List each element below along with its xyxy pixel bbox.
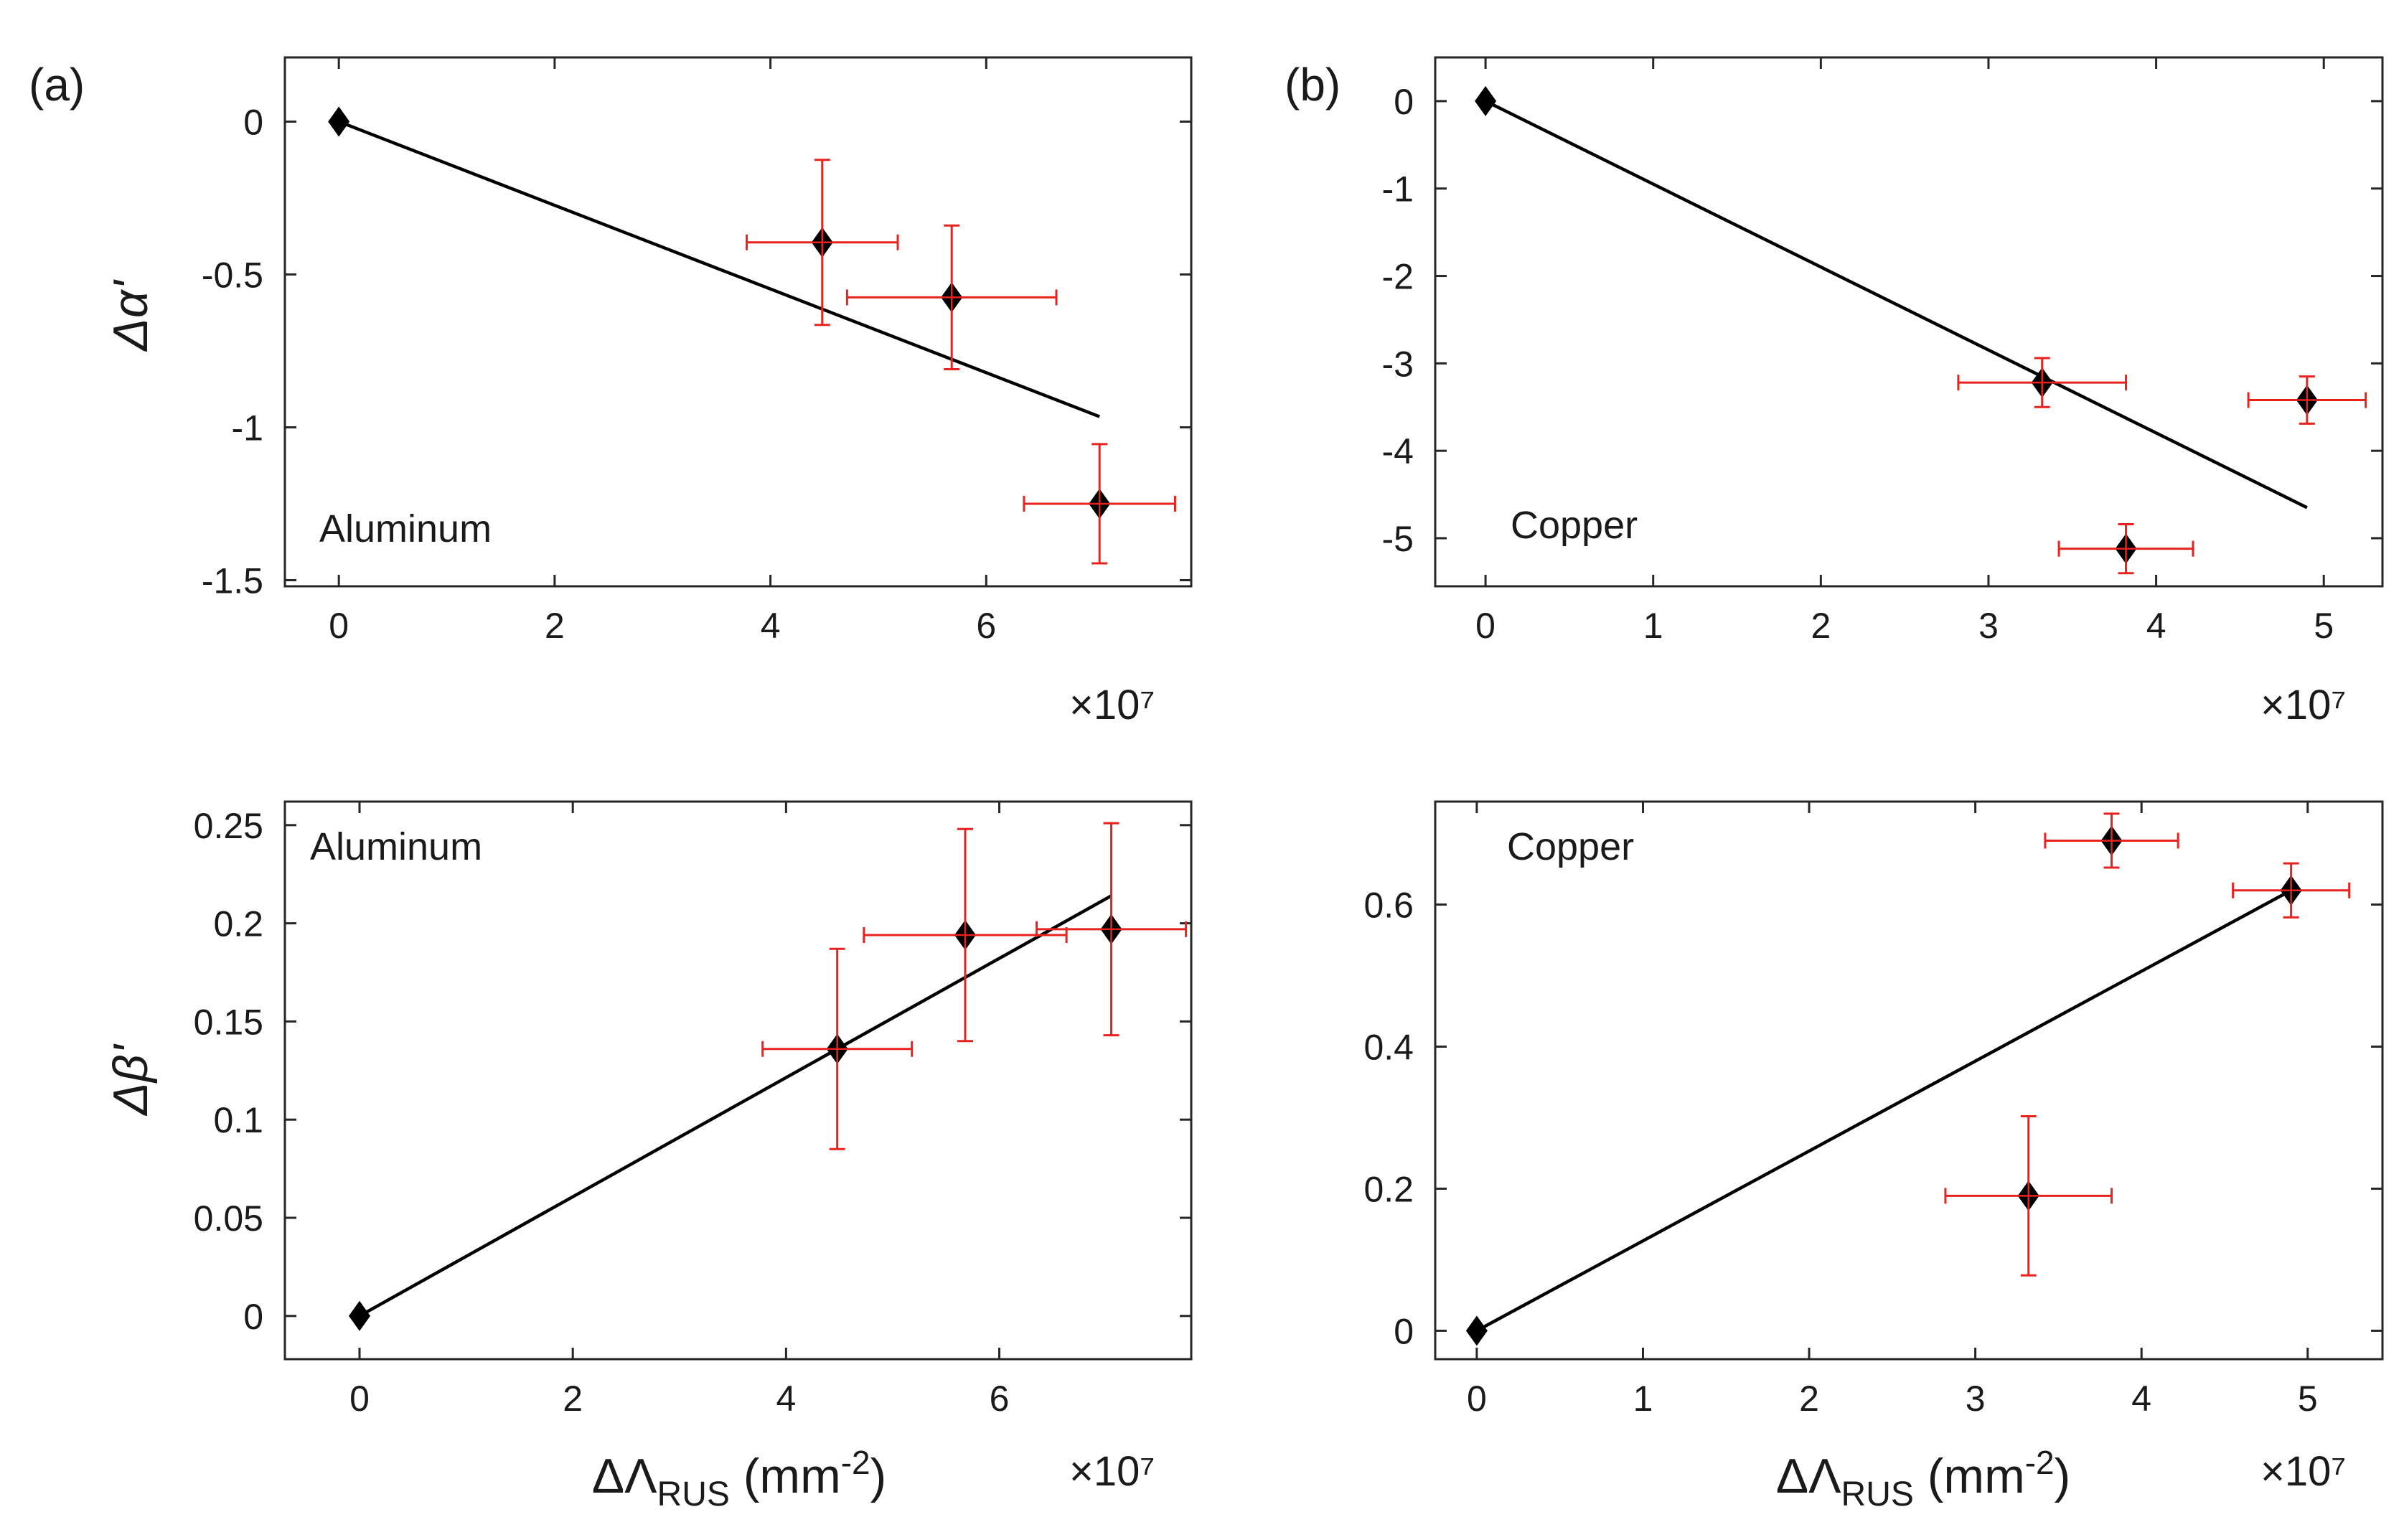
marker-layer (349, 914, 1122, 1331)
data-point-marker (1475, 85, 1497, 116)
x-axis-label-unit: (mm (730, 1449, 841, 1503)
material-label: Aluminum (319, 507, 492, 550)
axes-frame (1434, 800, 2384, 1361)
y-tick-label: -1 (232, 408, 263, 448)
x-axis-label-sub: RUS (657, 1475, 730, 1513)
y-tick-label: 0.25 (194, 806, 263, 846)
fit-line-layer (1485, 99, 2308, 510)
x-multiplier: ×10⁷ (1069, 1448, 1155, 1495)
axes-frame (283, 800, 1193, 1361)
chart-aluminum-alpha: 0 2 4 6 0 -0.5 -1 -1.5 Aluminum ×10⁷ Δα' (103, 56, 1193, 728)
y-tick-label: 0.05 (194, 1198, 263, 1239)
y-axis-label: Δβ' (103, 1043, 158, 1116)
x-tick-label: 2 (1811, 606, 1831, 646)
x-multiplier: ×10⁷ (1069, 682, 1155, 728)
fit-line-layer (358, 894, 1112, 1318)
x-axis-label-sup: -2 (2025, 1444, 2055, 1481)
y-tick-label: 0.4 (1363, 1027, 1414, 1067)
x-axis-label-end: ) (870, 1449, 887, 1503)
y-tick-label: -5 (1382, 519, 1414, 559)
y-tick-label: 0 (243, 1297, 263, 1337)
x-tick-label: 6 (990, 1379, 1010, 1419)
chart-copper-beta: 0 1 2 3 4 5 0 0.2 0.4 0.6 Copper ×10⁷ ΔΛRUS (mm-2… (1363, 800, 2384, 1513)
data-point-marker (349, 1300, 371, 1331)
x-tick-label: 2 (563, 1379, 583, 1419)
x-tick-label: 0 (1475, 606, 1496, 646)
y-tick-label: 0 (1394, 1311, 1414, 1351)
x-tick-label: 0 (349, 1379, 370, 1419)
x-tick-label: 2 (1799, 1379, 1819, 1419)
tick-layer: 0 1 2 3 4 5 0 0.2 0.4 0.6 (1363, 802, 2382, 1419)
x-axis-label-unit: (mm (1914, 1449, 2025, 1503)
axes-frame (283, 56, 1193, 588)
x-tick-label: 6 (976, 606, 996, 646)
tick-layer: 0 2 4 6 0 -0.5 -1 -1.5 (202, 57, 1191, 646)
chart-aluminum-beta: 0 2 4 6 0 0.05 0.1 0.15 0.2 0.25 Aluminum ×10⁷ Δβ… (103, 800, 1193, 1513)
x-axis-label-sub: RUS (1841, 1475, 1914, 1513)
marker-layer (328, 106, 1111, 519)
x-axis-label: ΔΛRUS (mm-2) (592, 1444, 887, 1513)
errorbar-layer (761, 822, 1188, 1150)
fit-line (358, 894, 1112, 1318)
fit-line-layer (338, 120, 1101, 418)
fit-line (1485, 99, 2308, 510)
x-multiplier: ×10⁷ (2260, 682, 2346, 728)
x-tick-label: 1 (1633, 1379, 1653, 1419)
x-tick-label: 5 (2314, 606, 2334, 646)
axes-frame (1434, 56, 2384, 588)
y-axis-label: Δα' (103, 279, 158, 352)
x-tick-label: 2 (545, 606, 565, 646)
chart-copper-alpha: 0 1 2 3 4 5 0 -1 -2 -3 -4 -5 Copper ×10⁷ (1382, 56, 2384, 728)
y-tick-label: 0.15 (194, 1002, 263, 1042)
y-tick-label: -2 (1382, 257, 1414, 297)
data-point-marker (328, 106, 350, 137)
fit-line (338, 120, 1101, 418)
y-tick-label: -1.5 (202, 560, 263, 601)
y-tick-label: -1 (1382, 169, 1414, 210)
x-tick-label: 5 (2298, 1379, 2318, 1419)
x-multiplier: ×10⁷ (2260, 1448, 2346, 1495)
x-tick-label: 0 (1467, 1379, 1487, 1419)
y-tick-label: 0.6 (1363, 886, 1414, 926)
y-tick-label: -4 (1382, 431, 1414, 471)
fit-line-layer (1475, 888, 2292, 1333)
y-tick-label: 0.1 (213, 1100, 263, 1140)
x-tick-label: 4 (776, 1379, 796, 1419)
tick-layer: 0 1 2 3 4 5 0 -1 -2 -3 -4 -5 (1382, 57, 2382, 646)
x-tick-label: 4 (761, 606, 781, 646)
fit-line (1475, 888, 2292, 1333)
x-axis-label-end: ) (2055, 1449, 2071, 1503)
y-tick-label: 0 (243, 102, 263, 142)
x-axis-label-main: ΔΛ (1776, 1449, 1841, 1503)
y-tick-label: -0.5 (202, 255, 263, 295)
x-axis-label-sup: -2 (841, 1444, 870, 1481)
panel-label-b: (b) (1285, 59, 1340, 111)
tick-layer: 0 2 4 6 0 0.05 0.1 0.15 0.2 0.25 (194, 802, 1191, 1419)
y-tick-label: 0.2 (213, 904, 263, 944)
x-axis-label: ΔΛRUS (mm-2) (1776, 1444, 2071, 1513)
x-tick-label: 1 (1643, 606, 1663, 646)
panel-label-a: (a) (29, 59, 85, 111)
marker-layer (1465, 825, 2302, 1346)
x-tick-label: 3 (1978, 606, 1999, 646)
material-label: Copper (1507, 825, 1634, 868)
x-tick-label: 4 (2146, 606, 2166, 646)
y-tick-label: 0.2 (1363, 1169, 1414, 1209)
material-label: Aluminum (310, 825, 482, 868)
x-axis-label-main: ΔΛ (592, 1449, 657, 1503)
x-tick-label: 3 (1966, 1379, 1986, 1419)
y-tick-label: 0 (1394, 82, 1414, 122)
y-tick-label: -3 (1382, 344, 1414, 384)
x-tick-label: 0 (329, 606, 349, 646)
x-tick-label: 4 (2131, 1379, 2151, 1419)
marker-layer (1475, 85, 2318, 564)
material-label: Copper (1511, 504, 1638, 547)
data-point-marker (1465, 1315, 1488, 1346)
